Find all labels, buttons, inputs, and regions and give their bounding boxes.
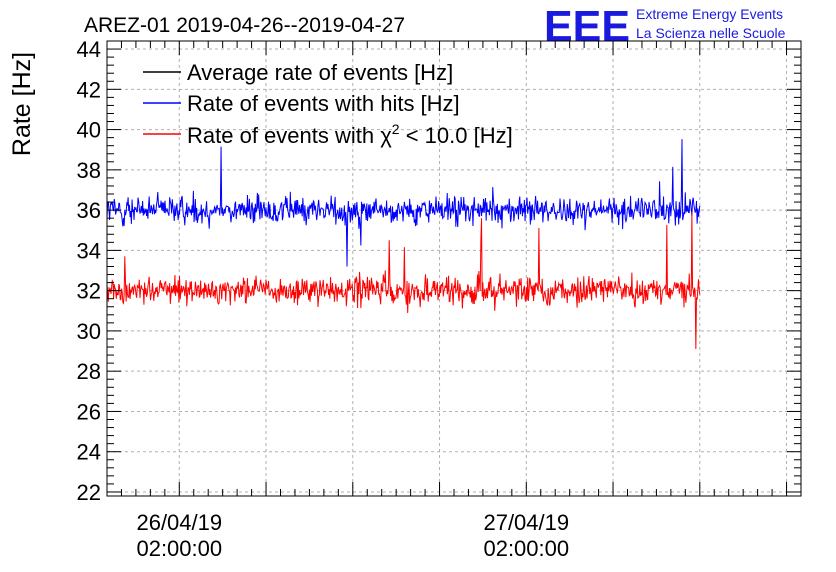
- y-tick-label: 42: [77, 77, 101, 102]
- legend-item-average: Average rate of events [Hz]: [143, 60, 453, 85]
- y-tick-label: 24: [77, 440, 101, 465]
- series-layer: [106, 139, 701, 350]
- org-name-line1: Extreme Energy Events: [636, 6, 783, 22]
- legend-item-chi2: Rate of events with χ2 < 10.0 [Hz]: [143, 121, 513, 148]
- y-tick-label: 26: [77, 399, 101, 424]
- legend-chi2-symbol: χ: [380, 123, 392, 148]
- legend-label-chi2: Rate of events with χ2 < 10.0 [Hz]: [187, 121, 513, 148]
- legend-chi2-prefix: Rate of events with: [187, 123, 380, 148]
- org-name-line2: La Scienza nelle Scuole: [636, 25, 786, 41]
- y-tick-label: 32: [77, 279, 101, 304]
- legend-label-hits: Rate of events with hits [Hz]: [187, 91, 460, 116]
- y-tick-label: 28: [77, 359, 101, 384]
- eee-logo: EEE Extreme Energy Events La Scienza nel…: [544, 2, 786, 51]
- series-line-hits: [106, 139, 701, 267]
- y-tick-label: 34: [77, 238, 101, 263]
- legend: Average rate of events [Hz] Rate of even…: [143, 60, 513, 148]
- x-tick-label-date: 27/04/19: [483, 510, 569, 535]
- x-tick-label-time: 02:00:00: [136, 536, 222, 561]
- y-tick-label: 36: [77, 198, 101, 223]
- x-tick-label-time: 02:00:00: [483, 536, 569, 561]
- y-tick-label: 38: [77, 158, 101, 183]
- series-line-chi2: [106, 212, 701, 350]
- y-axis-label: Rate [Hz]: [8, 52, 36, 156]
- y-tick-labels: 22 24 26 28 30 32 34 36 38 40 42 44: [77, 37, 101, 505]
- y-tick-label: 40: [77, 118, 101, 143]
- y-tick-label: 44: [77, 37, 101, 62]
- axis-ticks: [106, 40, 801, 496]
- y-tick-label: 22: [77, 480, 101, 505]
- legend-item-hits: Rate of events with hits [Hz]: [143, 91, 460, 116]
- logo-text: EEE: [544, 2, 630, 51]
- legend-chi2-superscript: 2: [392, 121, 400, 137]
- x-tick-label-date: 26/04/19: [136, 510, 222, 535]
- chart-title: AREZ-01 2019-04-26--2019-04-27: [84, 14, 405, 37]
- grid: [107, 41, 801, 496]
- legend-label-average: Average rate of events [Hz]: [187, 60, 453, 85]
- legend-chi2-suffix: < 10.0 [Hz]: [400, 123, 513, 148]
- y-tick-label: 30: [77, 319, 101, 344]
